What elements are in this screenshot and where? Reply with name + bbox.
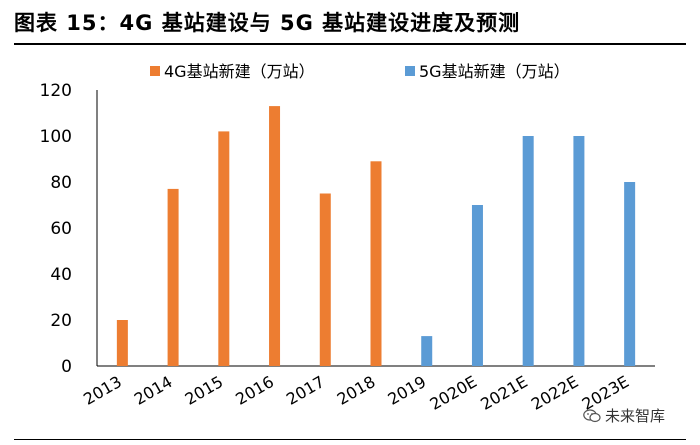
y-tick-label: 80	[50, 173, 72, 193]
x-tick-label: 2013	[80, 372, 125, 409]
bar	[573, 136, 585, 366]
y-tick-label: 0	[61, 357, 72, 377]
title-underline	[14, 43, 686, 45]
bar	[421, 336, 433, 366]
y-tick-label: 100	[40, 127, 72, 147]
bar	[319, 193, 331, 366]
legend-label: 4G基站新建（万站）	[164, 62, 315, 81]
x-tick-label: 2014	[131, 372, 176, 409]
bar	[624, 182, 636, 366]
bar	[522, 136, 534, 366]
x-tick-label: 2022E	[528, 372, 582, 414]
x-tick-label: 2016	[232, 372, 277, 409]
page-title: 图表 15：4G 基站建设与 5G 基站建设进度及预测	[14, 11, 521, 35]
x-tick-label: 2020E	[426, 372, 480, 414]
bar	[116, 320, 128, 366]
y-tick-label: 60	[50, 219, 72, 239]
y-tick-label: 20	[50, 311, 72, 331]
x-tick-label: 2017	[283, 372, 328, 409]
legend-swatch	[405, 66, 415, 76]
legend-label: 5G基站新建（万站）	[419, 62, 570, 81]
x-tick-label: 2018	[334, 372, 379, 409]
watermark-text: 未来智库	[605, 407, 666, 425]
wechat-icon	[583, 408, 601, 422]
y-tick-label: 40	[50, 265, 72, 285]
x-tick-label: 2019	[384, 372, 429, 409]
bottom-rule	[14, 439, 686, 440]
bar	[471, 205, 483, 366]
bar	[167, 188, 179, 366]
y-tick-label: 120	[40, 81, 72, 101]
bar	[370, 161, 382, 366]
bar	[218, 131, 230, 366]
bar	[269, 106, 281, 366]
x-tick-label: 2015	[182, 372, 227, 409]
legend-swatch	[150, 66, 160, 76]
x-tick-label: 2021E	[477, 372, 531, 414]
watermark: 未来智库	[583, 405, 665, 426]
